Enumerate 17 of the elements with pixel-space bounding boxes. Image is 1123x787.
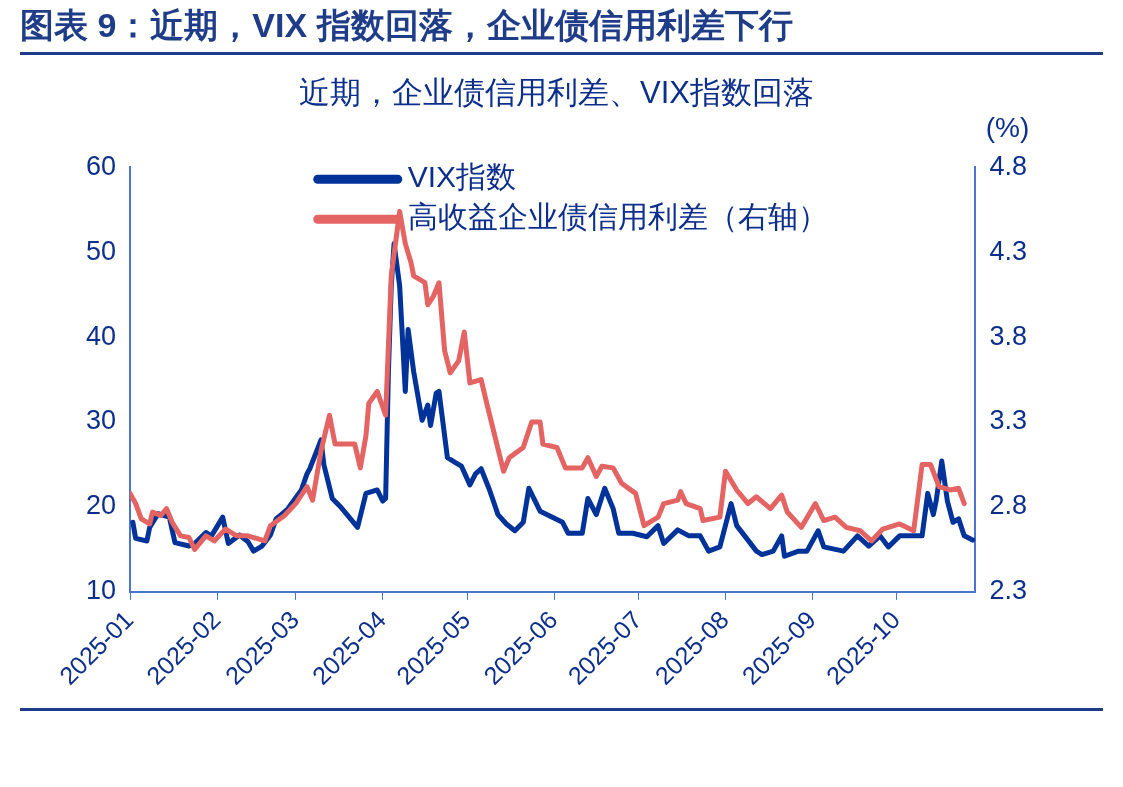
chart-title: 图表 9：近期，VIX 指数回落，企业债信用利差下行	[20, 0, 1103, 55]
y2-axis-title: (%)	[985, 111, 1030, 143]
y-tick-label: 10	[85, 575, 117, 606]
y-tick-label: 50	[85, 235, 117, 266]
y-tick-label: 60	[85, 150, 117, 181]
y2-tick-label: 3.3	[989, 405, 1028, 436]
legend-label: 高收益企业债信用利差（右轴）	[407, 200, 828, 234]
y-tick-label: 40	[85, 320, 117, 351]
y-tick-label: 30	[85, 405, 117, 436]
chart-subtitle: 近期，企业债信用利差、VIX指数回落	[299, 75, 814, 111]
y2-tick-label: 3.8	[989, 320, 1028, 351]
y-tick-label: 20	[85, 490, 117, 521]
y2-tick-label: 2.8	[989, 490, 1028, 521]
legend-label: VIX指数	[407, 160, 517, 194]
y2-tick-label: 4.3	[989, 235, 1028, 266]
y2-tick-label: 2.3	[989, 575, 1028, 606]
y2-tick-label: 4.8	[989, 150, 1028, 181]
